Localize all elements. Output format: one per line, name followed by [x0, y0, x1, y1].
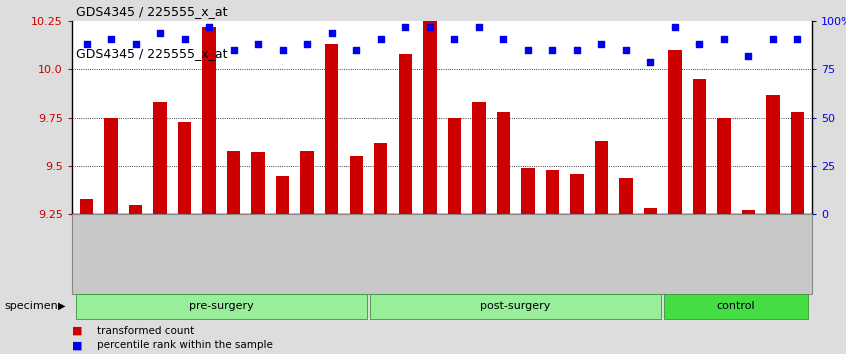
Text: percentile rank within the sample: percentile rank within the sample — [97, 340, 273, 350]
Bar — [766, 95, 780, 214]
Bar — [693, 79, 706, 214]
Point — [766, 36, 780, 41]
Bar — [742, 210, 755, 214]
Text: specimen: specimen — [4, 301, 58, 311]
Point — [546, 47, 559, 53]
Text: post-surgery: post-surgery — [481, 301, 551, 311]
Point — [448, 36, 461, 41]
Point — [472, 24, 486, 30]
Point — [595, 41, 608, 47]
Point — [349, 47, 363, 53]
Point — [668, 24, 682, 30]
Text: pre-surgery: pre-surgery — [189, 301, 254, 311]
Point — [227, 47, 240, 53]
Point — [644, 59, 657, 64]
Text: ■: ■ — [72, 326, 82, 336]
Bar — [227, 150, 240, 214]
Point — [251, 41, 265, 47]
Bar — [472, 102, 486, 214]
Bar — [129, 205, 142, 214]
Point — [178, 36, 191, 41]
Point — [104, 36, 118, 41]
Bar — [546, 170, 559, 214]
Bar — [104, 118, 118, 214]
Bar — [80, 199, 93, 214]
Text: control: control — [717, 301, 755, 311]
Point — [374, 36, 387, 41]
Bar — [153, 102, 167, 214]
Point — [693, 41, 706, 47]
Bar — [619, 177, 633, 214]
Text: GDS4345 / 225555_x_at: GDS4345 / 225555_x_at — [76, 5, 228, 18]
Text: ▶: ▶ — [58, 301, 65, 311]
Bar — [251, 153, 265, 214]
Point — [276, 47, 289, 53]
Bar — [791, 112, 805, 214]
Point — [497, 36, 510, 41]
Point — [129, 41, 142, 47]
Point — [325, 30, 338, 36]
Text: GDS4345 / 225555_x_at: GDS4345 / 225555_x_at — [76, 47, 228, 60]
Bar — [178, 121, 191, 214]
Point — [300, 41, 314, 47]
Point — [742, 53, 755, 59]
Bar — [202, 27, 216, 214]
Point — [717, 36, 731, 41]
Point — [791, 36, 805, 41]
Bar — [595, 141, 608, 214]
Bar — [300, 150, 314, 214]
Point — [619, 47, 633, 53]
Bar — [521, 168, 535, 214]
Point — [153, 30, 167, 36]
Bar — [644, 209, 657, 214]
Point — [398, 24, 412, 30]
Bar — [423, 0, 437, 214]
Point — [570, 47, 584, 53]
Bar — [349, 156, 363, 214]
Bar — [448, 118, 461, 214]
Bar — [668, 50, 682, 214]
Bar — [276, 176, 289, 214]
Text: transformed count: transformed count — [97, 326, 195, 336]
Bar — [374, 143, 387, 214]
Point — [521, 47, 535, 53]
Bar — [398, 54, 412, 214]
Point — [80, 41, 93, 47]
Point — [202, 24, 216, 30]
Bar — [717, 118, 731, 214]
Bar — [325, 44, 338, 214]
Point — [423, 24, 437, 30]
Bar — [497, 112, 510, 214]
Bar — [570, 174, 584, 214]
Text: ■: ■ — [72, 340, 82, 350]
